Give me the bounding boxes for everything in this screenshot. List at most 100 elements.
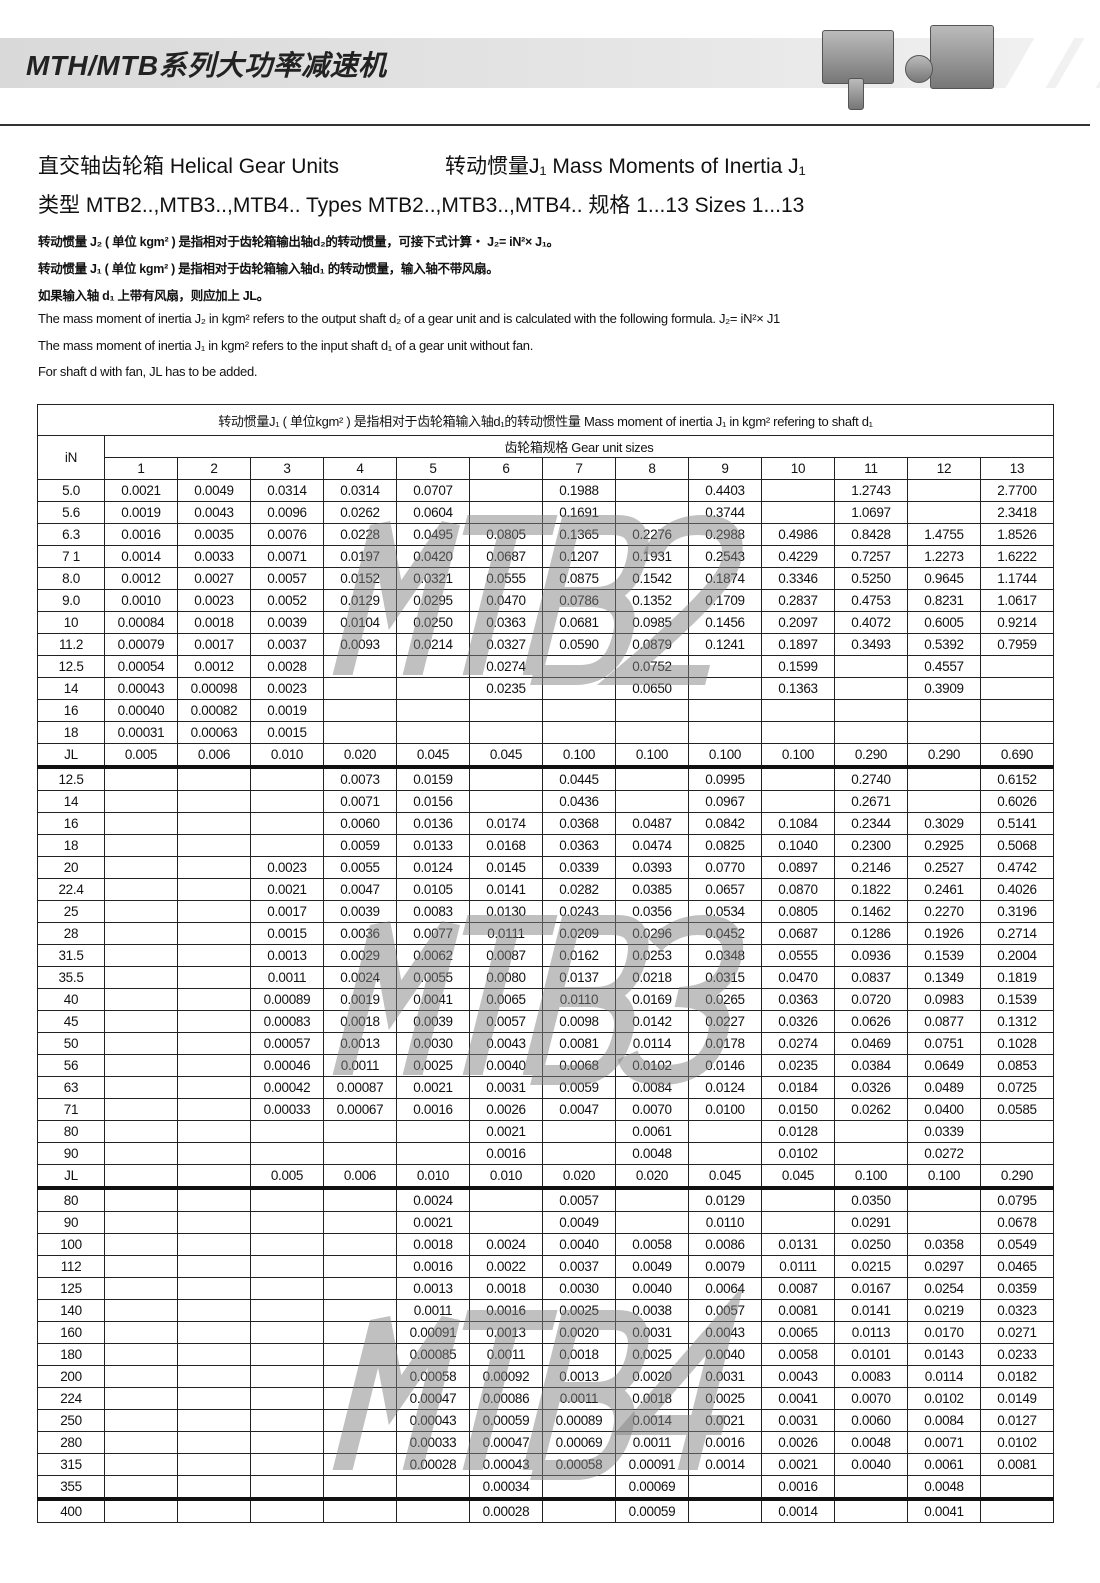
inertia-cell: 0.010: [469, 1164, 543, 1190]
inertia-cell: 0.0035: [177, 523, 251, 546]
inertia-cell: 0.0037: [542, 1255, 616, 1278]
inertia-cell: 0.0060: [834, 1409, 908, 1432]
inertia-cell: [323, 1277, 397, 1300]
inertia-cell: 0.0348: [688, 944, 762, 967]
inertia-cell: 0.0025: [688, 1387, 762, 1410]
inertia-cell: 0.0011: [542, 1387, 616, 1410]
inertia-cell: 1.0697: [834, 501, 908, 524]
inertia-cell: 0.0043: [761, 1365, 835, 1388]
inertia-cell: 0.1312: [980, 1010, 1054, 1033]
inertia-cell: [104, 1211, 178, 1234]
inertia-cell: 0.0124: [688, 1076, 762, 1099]
inertia-cell: 0.0657: [688, 878, 762, 901]
inertia-cell: [104, 1365, 178, 1388]
inertia-cell: 0.0805: [761, 900, 835, 923]
inertia-cell: 0.0057: [688, 1299, 762, 1322]
inertia-cell: 0.0936: [834, 944, 908, 967]
inertia-cell: 0.0023: [250, 677, 324, 700]
ratio-cell: 112: [37, 1255, 105, 1278]
inertia-cell: 0.0326: [761, 1010, 835, 1033]
inertia-cell: 0.0235: [469, 677, 543, 700]
inertia-cell: 0.0111: [469, 922, 543, 945]
inertia-cell: 0.100: [761, 743, 835, 769]
ratio-cell: 5.6: [37, 501, 105, 524]
inertia-cell: 0.0040: [688, 1343, 762, 1366]
inertia-cell: [615, 479, 689, 502]
inertia-cell: 0.0274: [761, 1032, 835, 1055]
inertia-cell: [250, 1409, 324, 1432]
inertia-cell: [688, 1142, 762, 1165]
inertia-cell: 0.0040: [615, 1277, 689, 1300]
inertia-cell: 0.0049: [615, 1255, 689, 1278]
inertia-cell: 0.010: [250, 743, 324, 769]
inertia-cell: [104, 1299, 178, 1322]
inertia-cell: [980, 1475, 1054, 1501]
inertia-cell: [469, 501, 543, 524]
inertia-cell: 0.0011: [396, 1299, 470, 1322]
inertia-cell: 0.00098: [177, 677, 251, 700]
inertia-cell: 0.0047: [542, 1098, 616, 1121]
inertia-cell: [104, 1387, 178, 1410]
table-row: 11.2 0.00079 0.0017 0.0037 0.0093 0.0214 0.032…: [37, 633, 1054, 656]
inertia-cell: 0.0875: [542, 567, 616, 590]
ratio-cell: 160: [37, 1321, 105, 1344]
inertia-cell: [688, 721, 762, 744]
inertia-cell: 0.0197: [323, 545, 397, 568]
inertia-cell: 0.0023: [177, 589, 251, 612]
inertia-cell: 0.0062: [396, 944, 470, 967]
inertia-cell: [250, 1365, 324, 1388]
inertia-cell: 0.0025: [615, 1343, 689, 1366]
inertia-cell: [250, 1343, 324, 1366]
inertia-cell: 0.00033: [396, 1431, 470, 1454]
table-row: 112 0.0016 0.0022 0.0037 0.0049 0.0079 0.0111 0…: [37, 1255, 1054, 1278]
ratio-cell: 14: [37, 790, 105, 813]
gearbox-flange: [905, 55, 933, 83]
ratio-cell: 200: [37, 1365, 105, 1388]
inertia-cell: 0.3196: [980, 900, 1054, 923]
inertia-cell: 0.0136: [396, 812, 470, 835]
inertia-cell: 0.3493: [834, 633, 908, 656]
inertia-cell: 0.0168: [469, 834, 543, 857]
inertia-cell: 0.0021: [396, 1211, 470, 1234]
inertia-cell: 0.290: [980, 1164, 1054, 1190]
inertia-cell: [104, 790, 178, 813]
inertia-cell: [177, 1211, 251, 1234]
inertia-cell: 0.0452: [688, 922, 762, 945]
inertia-cell: 0.0101: [834, 1343, 908, 1366]
inertia-cell: 0.0065: [469, 988, 543, 1011]
inertia-cell: 0.0128: [761, 1120, 835, 1143]
inertia-cell: 0.0018: [469, 1277, 543, 1300]
inertia-cell: 0.0081: [761, 1299, 835, 1322]
gear-sizes-header: 齿轮箱规格 Gear unit sizes: [104, 435, 1054, 458]
inertia-cell: 0.0111: [761, 1255, 835, 1278]
inertia-cell: [396, 1475, 470, 1501]
size-header-11: 11: [834, 457, 908, 480]
inertia-cell: 0.2527: [907, 856, 981, 879]
inertia-cell: 0.00043: [396, 1409, 470, 1432]
inertia-cell: 0.0626: [834, 1010, 908, 1033]
inertia-cell: 0.0339: [542, 856, 616, 879]
inertia-cell: 0.00047: [396, 1387, 470, 1410]
inertia-cell: 0.0021: [104, 479, 178, 502]
inertia-cell: 0.0489: [907, 1076, 981, 1099]
inertia-cell: 0.00059: [469, 1409, 543, 1432]
inertia-cell: 0.0470: [761, 966, 835, 989]
table-row: 63 0.00042 0.00087 0.0021 0.0031 0.0059 0.0084…: [37, 1076, 1054, 1099]
ratio-cell: JL: [37, 1164, 105, 1190]
inertia-cell: [104, 1233, 178, 1256]
table-row: 250 0.00043 0.00059 0.00089 0.0014 0.0021 0.00…: [37, 1409, 1054, 1432]
inertia-cell: [907, 699, 981, 722]
inertia-cell: [323, 1409, 397, 1432]
inertia-cell: 0.0086: [688, 1233, 762, 1256]
inertia-cell: [396, 1498, 470, 1523]
inertia-cell: [250, 790, 324, 813]
inertia-cell: 0.290: [834, 743, 908, 769]
inertia-cell: 0.0786: [542, 589, 616, 612]
inertia-cell: 0.0080: [469, 966, 543, 989]
table-row: 18 0.00031 0.00063 0.0015: [37, 721, 1054, 744]
inertia-cell: 0.0983: [907, 988, 981, 1011]
inertia-cell: [834, 721, 908, 744]
inertia-cell: 0.0014: [104, 545, 178, 568]
inertia-cell: [542, 1498, 616, 1523]
inertia-cell: 0.0059: [323, 834, 397, 857]
